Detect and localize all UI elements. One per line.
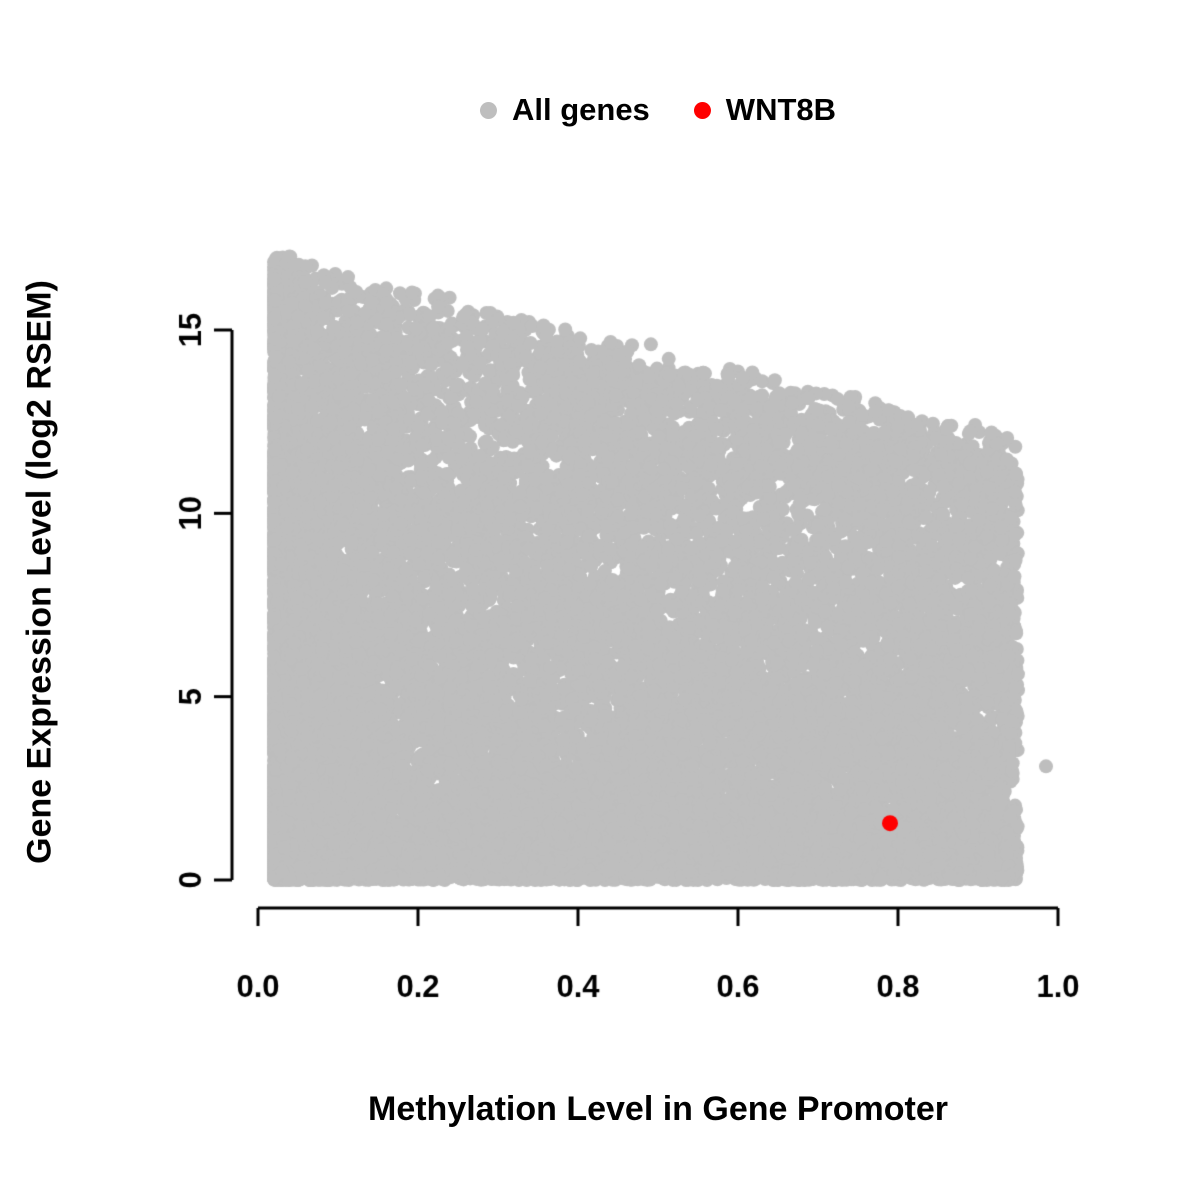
legend-item-wnt8b: WNT8B [693,92,837,128]
x-axis-label: Methylation Level in Gene Promoter [367,1090,949,1128]
legend: All genes WNT8B [479,92,837,128]
legend-label-wnt8b: WNT8B [725,92,837,127]
legend-item-all-genes: All genes [479,92,650,128]
legend-label-all-genes: All genes [511,92,650,127]
all-genes-dot-icon [479,101,497,119]
y-axis-label: Gene Expression Level (log2 RSEM) [20,280,59,864]
wnt8b-dot-icon [693,101,711,119]
